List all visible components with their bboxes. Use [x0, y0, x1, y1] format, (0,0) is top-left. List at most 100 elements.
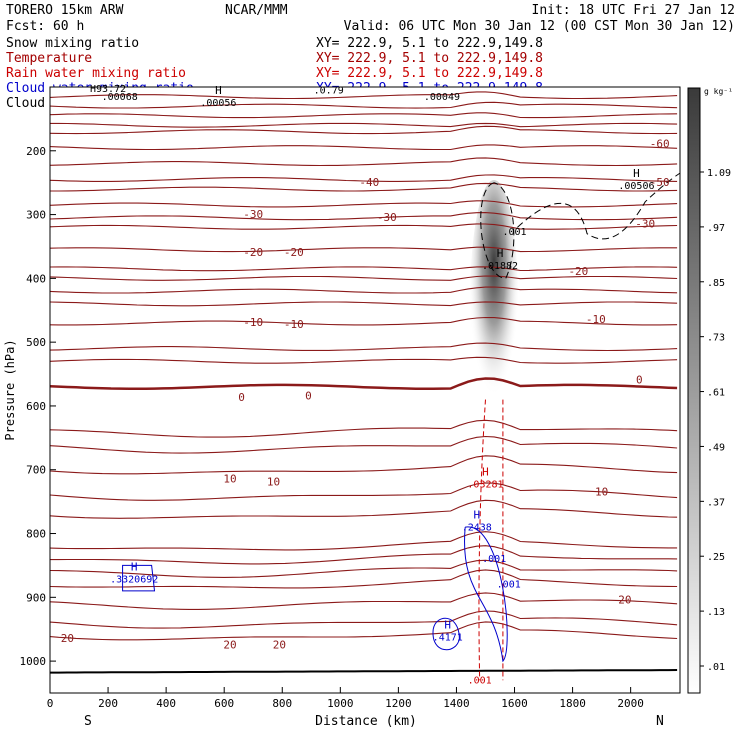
north-end-label: N	[656, 714, 664, 729]
isotherm-line	[49, 435, 678, 454]
isotherm-line	[49, 112, 678, 119]
legend-xy: XY= 222.9, 5.1 to 222.9,149.8	[316, 51, 543, 66]
colorbar-tick-label: .61	[707, 388, 725, 399]
maximum-value: .2438	[462, 522, 492, 533]
isotherm-label: -20	[284, 246, 304, 259]
overlap-label: .00068	[102, 92, 138, 103]
isotherm-line	[49, 342, 678, 352]
isotherm-label: 10	[267, 476, 280, 489]
x-tick-label: 1600	[501, 697, 528, 710]
maximum-marker: H	[633, 167, 640, 180]
isotherm-label: 20	[273, 638, 286, 651]
contour-value-label: .001	[497, 580, 521, 591]
legend-xy: XY= 222.9, 5.1 to 222.9,149.8	[316, 66, 543, 81]
colorbar-tick-label: .73	[707, 333, 725, 344]
x-tick-label: 1200	[385, 697, 412, 710]
contour-value-label: .001	[502, 227, 526, 238]
isotherm-label: -10	[586, 313, 606, 326]
cloud-ice-contour	[480, 172, 681, 279]
isotherm-line	[49, 275, 678, 281]
isotherm-line	[49, 125, 678, 135]
isotherm-label: -30	[635, 217, 655, 230]
y-axis-label: Pressure (hPa)	[3, 339, 17, 440]
forecast-hour-label: Fcst: 60 h	[6, 19, 84, 34]
overlap-label: .00049	[424, 92, 460, 103]
maximum-value: .00506	[618, 181, 654, 192]
maximum-value: .3320692	[110, 575, 158, 586]
isotherm-label: 0	[636, 374, 643, 387]
isotherm-label: -10	[243, 316, 263, 329]
temperature-isotherms	[49, 91, 678, 674]
x-tick-label: 600	[214, 697, 234, 710]
contour-labels: -60 -50 -40 -30 -30 -30 -20 -20 -20 -10 -10 -10 0 0 0 1…	[61, 84, 670, 686]
isotherm-line	[49, 174, 678, 182]
isotherm-line	[49, 212, 678, 221]
isotherm-line	[49, 356, 678, 364]
overlap-label: H93.72	[90, 84, 126, 95]
isotherm-label: 20	[618, 594, 631, 607]
maximum-value: .03281	[467, 480, 503, 491]
org-label: NCAR/MMM	[225, 3, 288, 18]
colorbar-tick-label: .25	[707, 552, 725, 563]
y-tick-label: 500	[26, 336, 46, 349]
maximum-marker: H	[215, 84, 222, 97]
x-tick-label: 1400	[443, 697, 470, 710]
maximum-value: .01882	[482, 261, 518, 272]
y-tick-label: 900	[26, 591, 46, 604]
isotherm-line	[49, 286, 678, 294]
isotherm-line	[49, 200, 678, 208]
isotherm-line	[49, 499, 678, 519]
freezing-isotherm	[49, 377, 678, 390]
maximum-marker: H	[444, 619, 451, 632]
isotherm-label: 20	[223, 638, 236, 651]
isotherm-line	[49, 592, 678, 610]
isotherm-line	[49, 482, 678, 501]
colorbar-gradient	[687, 87, 701, 694]
plot-area: -60 -50 -40 -30 -30 -30 -20 -20 -20 -10 -10 -10 0 0 0 1…	[20, 84, 681, 710]
y-tick-label: 300	[26, 209, 46, 222]
isotherm-label: -30	[243, 208, 263, 221]
isotherm-line	[49, 144, 678, 151]
surface-line	[50, 669, 678, 674]
colorbar-unit: g kg⁻¹	[704, 87, 733, 96]
contour-value-label: .001	[482, 554, 506, 565]
isotherm-line	[49, 101, 678, 109]
isotherm-label: 10	[223, 472, 236, 485]
x-tick-label: 1000	[327, 697, 354, 710]
legend-name: Rain water mixing ratio	[6, 66, 186, 81]
isotherm-line	[50, 545, 678, 565]
isotherm-line	[49, 316, 678, 326]
valid-time-label: Valid: 06 UTC Mon 30 Jan 12 (00 CST Mon …	[344, 19, 735, 34]
maximum-value: .00056	[200, 98, 236, 109]
south-end-label: S	[84, 714, 92, 729]
isotherm-label: 0	[305, 390, 312, 403]
colorbar-tick-label: .49	[707, 442, 725, 453]
cloud-water-contour	[122, 564, 156, 592]
x-tick-label: 0	[47, 697, 54, 710]
y-tick-label: 200	[26, 145, 46, 158]
rain-water-contour	[478, 399, 504, 681]
isotherm-line	[49, 531, 678, 551]
contour-value-label: .001	[468, 675, 492, 686]
y-tick-label: 400	[26, 272, 46, 285]
x-axis: 0 200 400 600 800 1000 1200 1400 1600 1800 2000	[47, 687, 644, 710]
colorbar-tick-label: .37	[707, 497, 725, 508]
y-tick-label: 700	[26, 464, 46, 477]
maximum-marker: H	[131, 561, 138, 574]
legend-name: Snow mixing ratio	[6, 36, 139, 51]
colorbar: g kg⁻¹ .01 .13 .25 .37 .49 .61 .73 .85 .97 1.09	[687, 87, 733, 694]
isotherm-line	[50, 122, 678, 128]
x-tick-label: 200	[98, 697, 118, 710]
maximum-marker: H	[482, 466, 489, 479]
maximum-marker: H	[473, 508, 480, 521]
overlap-label: .0.79	[314, 85, 344, 96]
maximum-value: .4171	[433, 633, 463, 644]
isotherm-line	[49, 301, 678, 307]
legend-xy: XY= 222.9, 5.1 to 222.9,149.8	[316, 36, 543, 51]
plot-frame	[49, 86, 681, 694]
isotherm-label: 10	[595, 485, 608, 498]
colorbar-tick-label: 1.09	[707, 168, 731, 179]
maximum-marker: H	[497, 247, 504, 260]
isotherm-line	[49, 91, 678, 100]
